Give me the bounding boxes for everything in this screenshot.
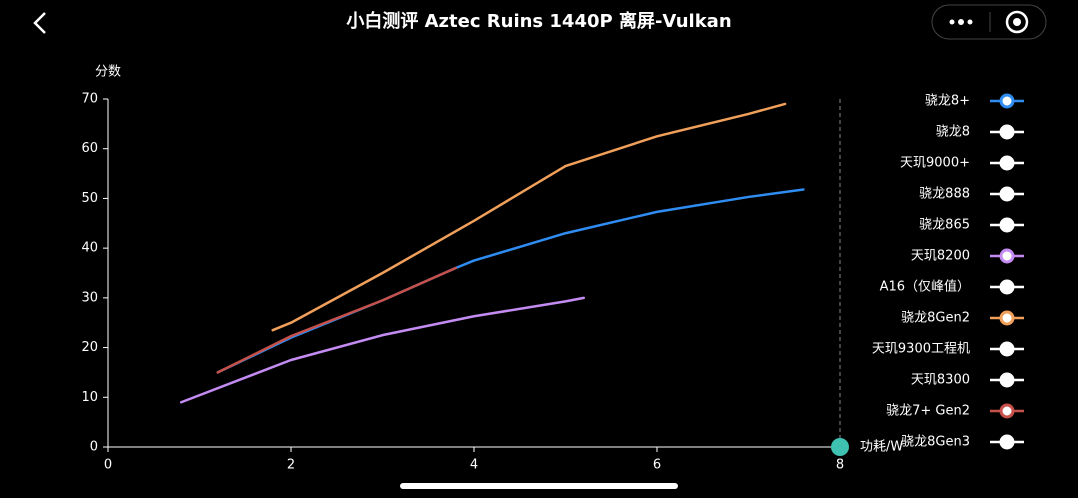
close-dot: [1013, 18, 1021, 26]
legend-marker[interactable]: [999, 341, 1015, 357]
legend-marker[interactable]: [999, 279, 1015, 295]
legend-marker[interactable]: [999, 434, 1015, 450]
x-tick-label: 0: [104, 458, 112, 473]
legend-label[interactable]: 天玑9000+: [900, 156, 970, 171]
capsule: [931, 4, 1047, 40]
legend-label[interactable]: 骁龙7+ Gen2: [886, 404, 970, 419]
legend-label[interactable]: 天玑8300: [911, 373, 970, 388]
dot: [958, 19, 964, 25]
legend-label[interactable]: 骁龙8Gen2: [901, 311, 970, 326]
dot: [967, 19, 973, 25]
legend-label[interactable]: 骁龙8Gen3: [901, 435, 970, 450]
legend-marker[interactable]: [999, 310, 1015, 326]
y-tick-label: 40: [81, 241, 98, 256]
y-tick-label: 10: [81, 390, 98, 405]
y-axis-label: 分数: [95, 65, 121, 80]
series-line: [271, 102, 787, 332]
x-tick-label: 4: [470, 458, 478, 473]
legend-label[interactable]: 骁龙8+: [925, 94, 970, 109]
legend-marker[interactable]: [999, 248, 1015, 264]
y-tick-label: 20: [81, 340, 98, 355]
legend-label[interactable]: 骁龙888: [919, 187, 970, 202]
legend-label[interactable]: 骁龙865: [919, 218, 970, 233]
legend-label[interactable]: 天玑8200: [911, 249, 970, 264]
x-tick-label: 6: [653, 458, 661, 473]
close-ring[interactable]: [1005, 10, 1029, 34]
legend-marker[interactable]: [999, 155, 1015, 171]
legend-marker[interactable]: [999, 93, 1015, 109]
x-tick-label: 8: [836, 458, 844, 473]
axis-pointer-handle: [831, 438, 849, 456]
back-button[interactable]: [33, 12, 46, 34]
x-axis-label: 功耗/W: [860, 440, 903, 455]
page-title: 小白测评 Aztec Ruins 1440P 离屏-Vulkan: [346, 10, 731, 32]
dot: [949, 19, 955, 25]
legend-marker[interactable]: [999, 124, 1015, 140]
y-tick-label: 0: [90, 440, 98, 455]
series-line: [216, 266, 457, 374]
capsule-menu[interactable]: [931, 4, 1047, 40]
legend-label[interactable]: 天玑9300工程机: [872, 342, 970, 357]
series-line: [179, 296, 586, 404]
home-indicator: [400, 483, 678, 489]
y-tick-label: 70: [81, 92, 98, 107]
y-tick-label: 60: [81, 141, 98, 156]
legend-marker[interactable]: [999, 186, 1015, 202]
x-tick-label: 2: [287, 458, 295, 473]
legend-marker[interactable]: [999, 217, 1015, 233]
legend-label[interactable]: 骁龙8: [936, 125, 970, 140]
legend-label[interactable]: A16（仅峰值）: [880, 279, 970, 295]
y-tick-label: 50: [81, 191, 98, 206]
y-tick-label: 30: [81, 290, 98, 305]
legend-marker[interactable]: [999, 403, 1015, 419]
legend-marker[interactable]: [999, 372, 1015, 388]
series-line: [216, 188, 805, 374]
